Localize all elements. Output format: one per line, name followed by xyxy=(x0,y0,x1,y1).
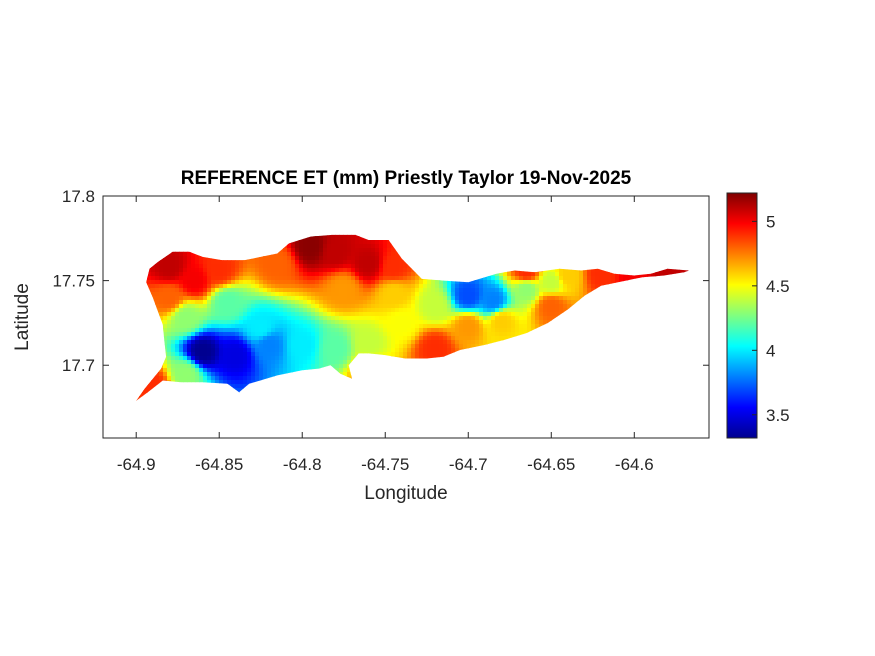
y-tick-label: 17.75 xyxy=(52,272,95,291)
colorbar-tick-label: 5 xyxy=(766,212,775,231)
colorbar-tick-label: 3.5 xyxy=(766,406,790,425)
x-tick-label: -64.9 xyxy=(117,455,156,474)
x-tick-label: -64.65 xyxy=(527,455,575,474)
y-tick-label: 17.8 xyxy=(62,187,95,206)
x-tick-label: -64.85 xyxy=(195,455,243,474)
y-axis-label: Latitude xyxy=(12,283,33,351)
x-axis-ticks: -64.9 -64.85 -64.8 -64.75 -64.7 -64.65 -64.6 xyxy=(117,196,654,474)
colorbar-tick-label: 4 xyxy=(766,341,775,360)
x-tick-label: -64.8 xyxy=(283,455,322,474)
x-axis-label: Longitude xyxy=(364,483,447,504)
colorbar-ticks: 3.5 4 4.5 5 xyxy=(752,212,790,425)
colorbar xyxy=(726,192,758,439)
x-tick-label: -64.6 xyxy=(615,455,654,474)
x-tick-label: -64.7 xyxy=(449,455,488,474)
y-axis-ticks: 17.7 17.75 17.8 xyxy=(52,187,709,375)
chart-title: REFERENCE ET (mm) Priestly Taylor 19-Nov… xyxy=(181,168,632,189)
x-tick-label: -64.75 xyxy=(361,455,409,474)
colorbar-tick-label: 4.5 xyxy=(766,277,790,296)
y-tick-label: 17.7 xyxy=(62,356,95,375)
plot-border xyxy=(102,195,710,439)
